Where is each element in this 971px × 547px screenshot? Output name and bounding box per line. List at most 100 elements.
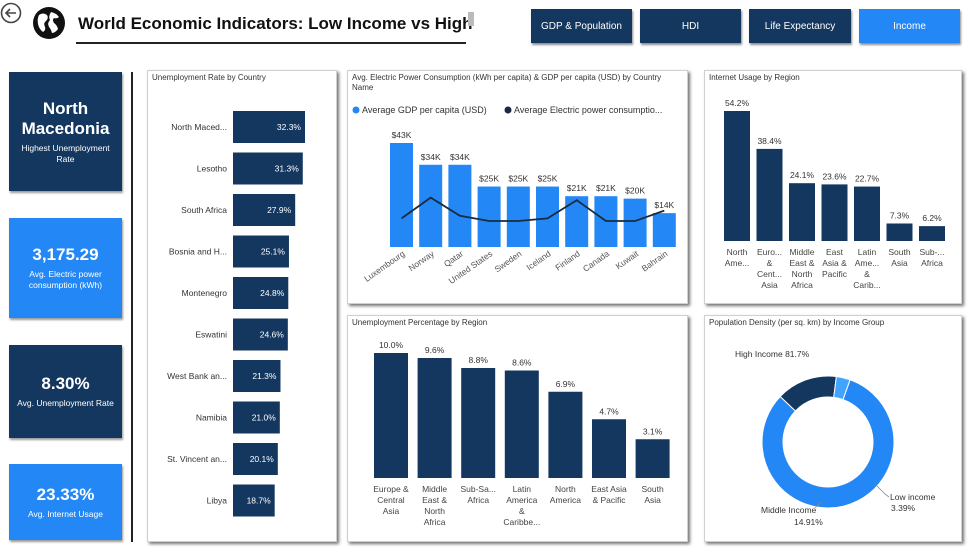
data-label: $34K: [421, 152, 441, 162]
data-label: 25.1%: [261, 247, 286, 257]
kpi-value: 23.33%: [36, 484, 95, 504]
legend-label: Average Electric power consumptio...: [514, 105, 662, 115]
data-label: $25K: [508, 174, 528, 184]
data-label: $25K: [479, 174, 499, 184]
bar: [233, 194, 296, 226]
bar: [756, 148, 783, 241]
data-label: 22.7%: [855, 174, 880, 184]
population-density-panel: Population Density (per sq. km) by Incom…: [704, 315, 962, 542]
back-arrow-icon[interactable]: [0, 2, 22, 24]
kpi-value: North Macedonia: [21, 98, 110, 138]
bar: [886, 223, 913, 241]
category-label: Bahrain: [640, 248, 670, 273]
bar: [854, 186, 880, 241]
bar: [477, 186, 501, 247]
slice-label: Low income: [890, 492, 936, 502]
title-underline: [76, 42, 466, 44]
category-label: Latin America & Caribbe...: [503, 484, 540, 527]
slice-value: 14.91%: [794, 517, 823, 527]
chart-title: Unemployment Percentage by Region: [352, 318, 488, 327]
bar: [724, 111, 750, 241]
kpi-value: 8.30%: [41, 374, 90, 393]
nav-gdp-population-button[interactable]: GDP & Population: [531, 9, 632, 43]
category-label: Sweden: [493, 248, 524, 274]
globe-icon: [33, 7, 65, 39]
data-label: 20.1%: [250, 454, 275, 464]
bar: [233, 443, 278, 475]
data-label: 54.2%: [725, 98, 750, 108]
bar: [390, 143, 413, 247]
bar: [233, 111, 305, 143]
category-label: Sub-Sa... Africa: [460, 484, 495, 505]
unemployment-by-country-chart: North Maced... 32.3% Lesotho 31.3% South Afr…: [167, 111, 305, 517]
data-label: 27.9%: [267, 205, 292, 215]
bar: [233, 152, 303, 185]
data-label: 3.1%: [643, 426, 663, 436]
category-label: Middle East & North Africa: [789, 247, 814, 290]
divider: [131, 72, 133, 542]
chart-title: Internet Usage by Region: [709, 73, 800, 82]
data-label: 21.0%: [252, 413, 277, 423]
bar: [233, 484, 275, 517]
data-label: 7.3%: [890, 210, 910, 220]
pie-slice: [761, 379, 895, 509]
legend-marker: [352, 106, 360, 114]
leader-line: [874, 483, 890, 498]
data-label: $21K: [596, 183, 616, 193]
data-label: 32.3%: [277, 122, 302, 132]
text-cursor: [468, 12, 474, 26]
category-label: North America: [550, 484, 581, 505]
population-density-chart: High Income 81.7% Middle Income 14.91% Low …: [735, 349, 936, 527]
unemployment-by-region-panel: Unemployment Percentage by Region 10.0% E…: [347, 315, 688, 542]
bar: [623, 198, 647, 247]
category-label: Sub-... Africa: [919, 247, 944, 268]
category-label: North Maced...: [171, 122, 227, 132]
kpi-highest-unemployment-card: North Macedonia Highest Unemployment Rat…: [9, 72, 122, 191]
category-label: South Asia: [888, 247, 910, 268]
nav-life-expectancy-button[interactable]: Life Expectancy: [749, 9, 851, 43]
category-label: West Bank an...: [167, 371, 227, 381]
nav-income-button[interactable]: Income: [859, 9, 960, 43]
data-label: 4.7%: [599, 406, 619, 416]
data-label: 10.0%: [379, 340, 404, 350]
pie-slice: [833, 375, 851, 401]
unemployment-by-region-chart: 10.0% Europe & Central Asia 9.6% Middle East &…: [373, 340, 670, 527]
data-label: 31.3%: [275, 164, 300, 174]
category-label: Finland: [553, 248, 582, 272]
category-label: Middle East & North Africa: [422, 484, 447, 527]
data-label: $43K: [392, 130, 412, 140]
bar: [504, 370, 539, 478]
data-label: 23.6%: [822, 171, 847, 181]
slice-label: Middle Income: [761, 505, 817, 515]
nav-hdi-button[interactable]: HDI: [640, 9, 741, 43]
bar: [233, 318, 288, 351]
data-label: 9.6%: [425, 345, 445, 355]
data-label: $21K: [567, 183, 587, 193]
chart-title: Avg. Electric Power Consumption (kWh per…: [352, 73, 662, 92]
bar: [506, 186, 530, 247]
category-label: Namibia: [196, 413, 227, 423]
category-label: Kuwait: [614, 248, 641, 271]
bar: [635, 439, 670, 478]
slice-value: 3.39%: [891, 503, 916, 513]
page-title: World Economic Indicators: Low Income vs…: [78, 14, 473, 33]
data-label: 18.7%: [247, 496, 272, 506]
category-label: South Asia: [641, 484, 663, 505]
power-gdp-chart: Average GDP per capita (USD) Average Elec…: [352, 105, 676, 286]
chart-title: Unemployment Rate by Country: [152, 73, 266, 82]
bar: [536, 186, 559, 247]
data-label: 6.2%: [922, 213, 942, 223]
bar: [448, 164, 472, 247]
category-label: Canada: [581, 248, 611, 273]
bar: [419, 164, 443, 247]
legend-label: Average GDP per capita (USD): [362, 105, 487, 115]
category-label: Euro... & Cent... Asia: [757, 247, 782, 290]
category-label: Iceland: [524, 248, 552, 272]
category-label: East Asia & Pacific: [591, 484, 627, 505]
kpi-unemployment-rate-card: 8.30% Avg. Unemployment Rate: [9, 345, 122, 438]
kpi-label: Avg. Electric power consumption (kWh): [28, 269, 103, 290]
bar: [821, 184, 848, 241]
category-label: Qatar: [442, 248, 465, 268]
leader-line: [814, 501, 822, 509]
data-label: 24.6%: [260, 330, 285, 340]
